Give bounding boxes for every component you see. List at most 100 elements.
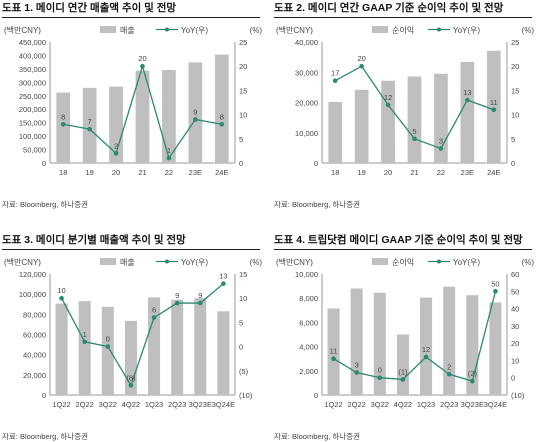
bar: [381, 80, 395, 163]
chart-panel-1: 도표 1. 메이디 연간 매출액 추이 및 전망 (백만CNY) (%) 매출 YoY…: [0, 0, 266, 210]
x-tick-label: 1Q23: [145, 400, 163, 409]
x-tick-label: 3Q22: [99, 400, 117, 409]
yoy-data-label: 1: [167, 146, 171, 155]
y-tick-right: 0: [239, 159, 243, 168]
bar: [214, 54, 229, 163]
yoy-data-label: 9: [198, 291, 202, 300]
y-tick-right: 25: [511, 38, 519, 47]
y-tick-left: 450,000: [19, 38, 46, 47]
y-tick-right: 15: [239, 86, 247, 95]
y-tick-left: 100,000: [19, 132, 46, 141]
bar: [56, 92, 71, 163]
yoy-data-label: 11: [330, 347, 338, 356]
source-note: 자료: Bloomberg, 하나증권: [274, 200, 361, 209]
y-tick-right: 25: [239, 38, 247, 47]
x-tick-label: 24E: [487, 168, 500, 177]
yoy-data-label: 3: [355, 361, 359, 370]
x-tick-label: 2Q22: [348, 400, 366, 409]
y-tick-right: 20: [511, 62, 519, 71]
y-tick-right: 20: [239, 62, 247, 71]
yoy-data-label: 2: [447, 362, 451, 371]
chart-panel-4: 도표 4. 트립닷컴 메이디 GAAP 기준 순이익 추이 및 전망 (백만CN…: [272, 232, 538, 442]
bar: [82, 87, 97, 163]
yoy-point: [465, 97, 470, 103]
yoy-data-label: (1): [398, 367, 408, 376]
y-tick-left: 0: [42, 391, 46, 400]
left-axis-unit: (백만CNY): [276, 25, 313, 35]
y-tick-left: 200,000: [19, 105, 46, 114]
x-tick-label: 19: [85, 168, 93, 177]
bar: [135, 70, 150, 163]
source-note: 자료: Bloomberg, 하나증권: [2, 200, 89, 209]
yoy-point: [359, 63, 364, 69]
legend-swatch-bar: [100, 258, 116, 265]
yoy-point: [105, 344, 111, 349]
y-tick-left: 120,000: [19, 270, 46, 279]
yoy-point: [128, 383, 134, 388]
x-tick-label: 4Q22: [122, 400, 140, 409]
yoy-data-label: 12: [384, 93, 392, 102]
yoy-point: [354, 370, 359, 375]
x-tick-label: 3Q22: [371, 400, 389, 409]
chart-panel-3: 도표 3. 메이디 분기별 매출액 추이 및 전망 (백만CNY) (%) 매출 Yo…: [0, 232, 266, 442]
y-tick-right: (10): [239, 391, 253, 400]
bar: [420, 297, 433, 395]
legend-marker-line: [437, 259, 441, 264]
x-tick-label: 3Q24E: [484, 400, 507, 409]
x-tick-label: 23E: [189, 168, 202, 177]
bar: [194, 298, 207, 395]
y-tick-right: 5: [511, 135, 515, 144]
y-tick-left: 10,000: [295, 270, 318, 279]
bar: [350, 288, 363, 395]
x-tick-label: 19: [357, 168, 365, 177]
y-tick-right: 15: [239, 270, 247, 279]
y-tick-left: 50,000: [23, 146, 46, 155]
yoy-data-label: 6: [152, 306, 156, 315]
legend-label-line: YoY(우): [181, 26, 208, 35]
yoy-data-label: 0: [106, 335, 110, 344]
x-tick-label: 21: [138, 168, 146, 177]
yoy-point: [151, 315, 157, 320]
y-tick-left: 0: [314, 391, 318, 400]
chart-quarterly-net-income: (백만CNY) (%) 순이익 YoY(우) 0 2,000 4,000 6,000 8,000…: [276, 257, 534, 409]
chart-quarterly-revenue: (백만CNY) (%) 매출 YoY(우) 0 20,000 40,000 60,000 80,…: [4, 257, 262, 409]
yoy-point: [193, 117, 198, 122]
source-note: 자료: Bloomberg, 하나증권: [274, 432, 361, 441]
right-axis-unit: (%): [250, 26, 263, 35]
title-divider: [2, 17, 260, 18]
yoy-data-label: 3: [439, 136, 443, 145]
legend-label-line: YoY(우): [453, 258, 480, 267]
yoy-data-label: (2): [468, 369, 478, 378]
x-tick-label: 3Q23E: [189, 400, 212, 409]
x-tick-label: 24E: [215, 168, 228, 177]
yoy-point: [166, 155, 172, 161]
y-tick-left: 40,000: [295, 38, 318, 47]
yoy-data-label: 20: [357, 54, 365, 63]
bar: [171, 299, 184, 395]
bar: [101, 306, 114, 395]
yoy-data-label: 8: [61, 112, 65, 121]
yoy-point: [438, 146, 444, 151]
yoy-data-label: 9: [193, 107, 197, 116]
x-tick-label: 3Q23E: [461, 400, 484, 409]
yoy-point: [60, 121, 66, 127]
yoy-point: [113, 151, 119, 156]
yoy-data-label: 10: [57, 286, 65, 295]
chart-panel-2: 도표 2. 메이디 연간 GAAP 기준 순이익 추이 및 전망 (백만CNY)…: [272, 0, 538, 210]
y-tick-right: 0: [511, 374, 515, 383]
legend-label-bar: 순이익: [392, 25, 414, 35]
y-tick-right: 20: [511, 339, 519, 348]
yoy-point: [491, 107, 497, 113]
yoy-point: [174, 300, 180, 306]
y-tick-right: 5: [239, 318, 243, 327]
bar: [407, 76, 422, 163]
x-tick-label: 1Q23: [417, 400, 435, 409]
y-tick-right: 10: [239, 111, 247, 120]
yoy-data-label: 1: [83, 330, 87, 339]
y-tick-right: 0: [239, 343, 243, 352]
panel-title: 도표 1. 메이디 연간 매출액 추이 및 전망: [2, 2, 177, 14]
yoy-point: [87, 126, 92, 132]
y-tick-left: 100,000: [19, 290, 46, 299]
x-tick-label: 21: [410, 168, 418, 177]
yoy-data-label: 20: [138, 54, 146, 63]
